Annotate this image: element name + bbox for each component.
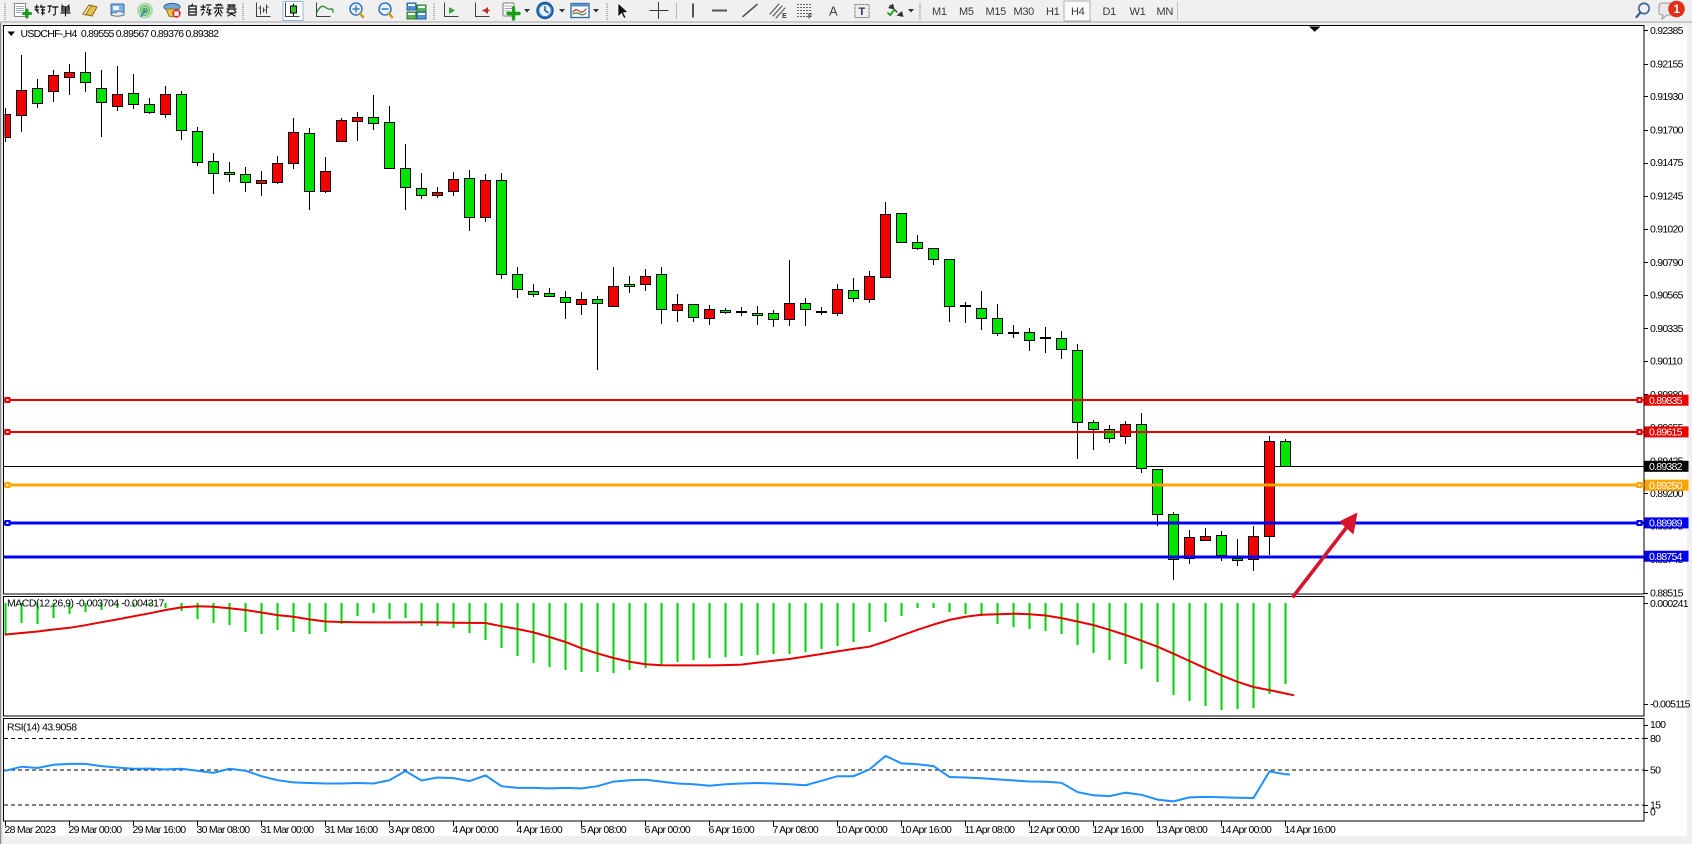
svg-text:0.89835: 0.89835 — [1649, 395, 1683, 407]
svg-text:14 Apr 16:00: 14 Apr 16:00 — [1285, 824, 1336, 836]
svg-text:M1: M1 — [932, 6, 947, 18]
svg-text:H4: H4 — [1071, 6, 1085, 18]
svg-text:10 Apr 16:00: 10 Apr 16:00 — [901, 824, 952, 836]
svg-text:0.89382: 0.89382 — [1649, 461, 1683, 473]
svg-text:31 Mar 00:00: 31 Mar 00:00 — [261, 824, 315, 836]
svg-text:0.90565: 0.90565 — [1650, 290, 1684, 302]
svg-text:0.000241: 0.000241 — [1650, 598, 1689, 610]
svg-text:0.91020: 0.91020 — [1650, 223, 1684, 235]
svg-text:1: 1 — [1674, 4, 1681, 16]
svg-text:29 Mar 16:00: 29 Mar 16:00 — [133, 824, 187, 836]
svg-text:10 Apr 00:00: 10 Apr 00:00 — [837, 824, 888, 836]
svg-text:A: A — [829, 4, 838, 19]
svg-text:6 Apr 16:00: 6 Apr 16:00 — [709, 824, 755, 836]
svg-text:MN: MN — [1157, 6, 1174, 18]
svg-text:28 Mar 2023: 28 Mar 2023 — [5, 824, 57, 836]
svg-text:4 Apr 16:00: 4 Apr 16:00 — [517, 824, 563, 836]
svg-text:0: 0 — [1650, 807, 1656, 819]
svg-text:15: 15 — [1650, 800, 1661, 812]
svg-text:5 Apr 08:00: 5 Apr 08:00 — [581, 824, 627, 836]
svg-text:50: 50 — [1650, 764, 1661, 776]
svg-text:29 Mar 00:00: 29 Mar 00:00 — [69, 824, 123, 836]
svg-text:E: E — [782, 13, 787, 20]
svg-text:11 Apr 08:00: 11 Apr 08:00 — [965, 824, 1016, 836]
svg-text:-0.005115: -0.005115 — [1650, 699, 1691, 711]
svg-text:0.88515: 0.88515 — [1650, 588, 1684, 600]
svg-text:D1: D1 — [1103, 6, 1117, 18]
svg-text:12 Apr 00:00: 12 Apr 00:00 — [1029, 824, 1080, 836]
svg-text:0.90335: 0.90335 — [1650, 323, 1684, 335]
svg-text:0.91245: 0.91245 — [1650, 191, 1684, 203]
svg-text:6 Apr 00:00: 6 Apr 00:00 — [645, 824, 691, 836]
svg-text:0.89200: 0.89200 — [1650, 488, 1684, 500]
svg-text:80: 80 — [1650, 733, 1661, 745]
svg-text:13 Apr 08:00: 13 Apr 08:00 — [1157, 824, 1208, 836]
svg-text:M15: M15 — [986, 6, 1007, 18]
svg-text:MACD(12,26,9) -0.003704 -0.004: MACD(12,26,9) -0.003704 -0.004317 — [7, 598, 165, 610]
svg-text:0.90790: 0.90790 — [1650, 257, 1684, 269]
svg-text:0.89250: 0.89250 — [1649, 480, 1683, 492]
svg-text:H1: H1 — [1046, 6, 1060, 18]
svg-text:4 Apr 00:00: 4 Apr 00:00 — [453, 824, 499, 836]
svg-text:0.92385: 0.92385 — [1650, 25, 1684, 37]
svg-text:0.88989: 0.88989 — [1649, 518, 1683, 530]
svg-text:14 Apr 00:00: 14 Apr 00:00 — [1221, 824, 1272, 836]
svg-text:12 Apr 16:00: 12 Apr 16:00 — [1093, 824, 1144, 836]
svg-text:3 Apr 08:00: 3 Apr 08:00 — [389, 824, 435, 836]
svg-text:0.91475: 0.91475 — [1650, 157, 1684, 169]
svg-text:30 Mar 08:00: 30 Mar 08:00 — [197, 824, 251, 836]
svg-text:W1: W1 — [1130, 6, 1146, 18]
svg-text:F: F — [808, 14, 813, 21]
svg-text:31 Mar 16:00: 31 Mar 16:00 — [325, 824, 379, 836]
svg-text:100: 100 — [1650, 719, 1666, 731]
svg-text:7 Apr 08:00: 7 Apr 08:00 — [773, 824, 819, 836]
svg-text:USDCHF-,H4 0.89555 0.89567 0.: USDCHF-,H4 0.89555 0.89567 0.89376 0.893… — [21, 28, 220, 40]
svg-text:0.91700: 0.91700 — [1650, 125, 1684, 137]
svg-text:T: T — [859, 6, 866, 18]
svg-text:M30: M30 — [1014, 6, 1035, 18]
svg-text:0.88754: 0.88754 — [1649, 551, 1683, 563]
svg-text:0.90110: 0.90110 — [1650, 356, 1683, 368]
svg-text:M5: M5 — [959, 6, 974, 18]
svg-text:RSI(14) 43.9058: RSI(14) 43.9058 — [7, 722, 77, 734]
svg-text:0.92155: 0.92155 — [1650, 58, 1684, 70]
svg-text:0.89615: 0.89615 — [1649, 427, 1683, 439]
svg-text:0.91930: 0.91930 — [1650, 91, 1684, 103]
